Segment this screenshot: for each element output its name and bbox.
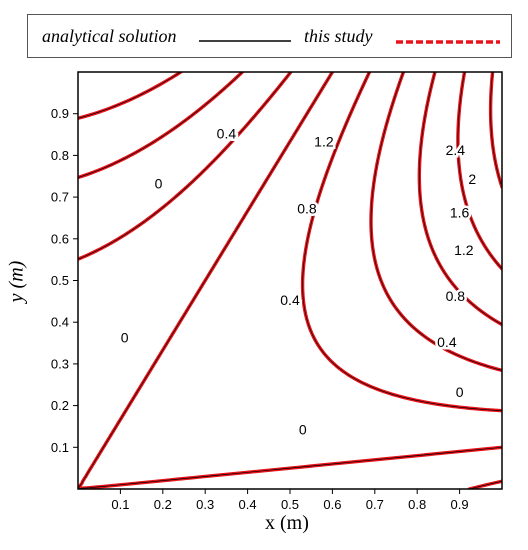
contour-label-1: 0: [121, 330, 129, 346]
contour-label-11: 1.6: [450, 204, 470, 220]
y-tick-label-7: 0.8: [51, 148, 69, 163]
x-tick-label-3: 0.4: [239, 497, 257, 512]
contour-label-5: 0.4: [280, 292, 300, 308]
y-axis-title: y (m): [5, 260, 28, 303]
contour-labels: 0 0 0 0 0.4 0.4 0.4 0.8 0.8 1.2 1.2 1.6 22.4: [118, 123, 479, 440]
y-tick-label-3: 0.4: [51, 315, 69, 330]
contour-line-study-3: [78, 72, 183, 120]
x-tick-label-4: 0.5: [281, 497, 299, 512]
contour-line-analytical-3: [78, 72, 182, 119]
contour-label-4: 0.4: [217, 125, 237, 141]
y-tick-label-4: 0.5: [51, 273, 69, 288]
contour-line-study-11: [488, 72, 502, 189]
contour-line-analytical-4: [78, 72, 243, 178]
y-tick-label-0: 0.1: [51, 440, 69, 455]
contour-line-analytical-6: [78, 72, 502, 489]
legend-study-label: this study: [304, 26, 373, 46]
y-tick-label-8: 0.9: [51, 106, 69, 121]
contour-line-study-8: [369, 72, 502, 373]
x-axis-title: x (m): [265, 512, 309, 534]
y-tick-label-1: 0.2: [51, 398, 69, 413]
legend-box: analytical solution this study: [27, 14, 512, 58]
x-tick-label-8: 0.9: [451, 497, 469, 512]
contour-label-6: 0.4: [437, 334, 457, 350]
contour-line-analytical-9: [418, 72, 502, 325]
contour-line-study-6: [78, 72, 502, 489]
x-tick-label-2: 0.3: [196, 497, 214, 512]
legend-analytical-line-icon: [199, 40, 291, 42]
contour-label-3: 0: [456, 384, 464, 400]
contour-label-13: 2.4: [446, 142, 466, 158]
contour-label-12: 2: [468, 171, 476, 187]
contour-line-analytical-5: [78, 72, 502, 489]
plot-frame: [77, 71, 503, 490]
contour-label-9: 1.2: [314, 134, 334, 150]
contour-label-2: 0: [299, 421, 307, 437]
contour-line-analytical-8: [370, 72, 502, 371]
y-tick-label-5: 0.6: [51, 231, 69, 246]
contour-label-0: 0: [155, 175, 163, 191]
x-tick-label-0: 0.1: [111, 497, 129, 512]
y-tick-label-6: 0.7: [51, 190, 69, 205]
x-tick-label-1: 0.2: [154, 497, 172, 512]
contour-line-study-10: [456, 72, 502, 271]
axis-ticks: 0.1 0.2 0.3 0.4 0.5 0.6 0.7 0.8 0.9 0.1 0.2 0.3 0.4 0…: [51, 106, 469, 512]
x-tick-label-5: 0.6: [323, 497, 341, 512]
contour-line-analytical-7: [302, 72, 502, 412]
contour-lines: [78, 72, 502, 489]
x-tick-label-7: 0.8: [408, 497, 426, 512]
contour-label-10: 1.2: [454, 242, 474, 258]
x-tick-label-6: 0.7: [366, 497, 384, 512]
contour-label-7: 0.8: [297, 200, 317, 216]
contour-line-study-5: [78, 72, 502, 489]
legend-study-line-icon: [396, 40, 500, 44]
contour-line-analytical-10: [457, 72, 502, 270]
y-tick-label-2: 0.3: [51, 356, 69, 371]
contour-label-8: 0.8: [446, 288, 466, 304]
legend-analytical-label: analytical solution: [42, 26, 177, 46]
